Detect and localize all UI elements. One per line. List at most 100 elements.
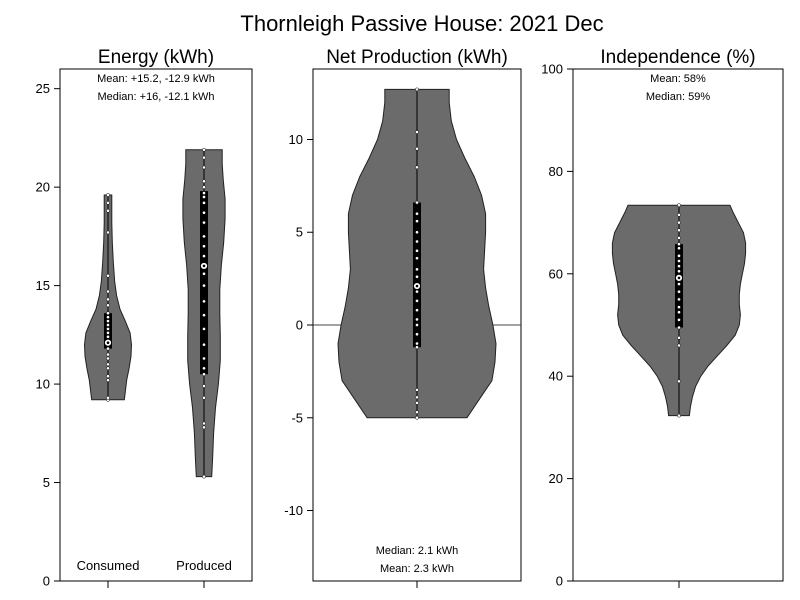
- median-dot-independence: [677, 276, 681, 280]
- plot-frame-independence: [572, 68, 784, 582]
- y-tick-label: 10: [36, 377, 50, 392]
- data-point: [202, 396, 206, 400]
- data-point: [415, 130, 419, 134]
- data-point: [415, 395, 419, 400]
- data-point: [415, 230, 419, 235]
- data-point: [202, 244, 206, 249]
- data-point: [677, 203, 681, 208]
- data-point: [106, 334, 110, 339]
- median-dot-produced: [202, 264, 206, 268]
- data-point: [415, 165, 419, 170]
- data-point: [202, 201, 206, 205]
- data-point: [415, 410, 419, 415]
- data-point: [677, 246, 681, 251]
- data-point: [415, 341, 419, 346]
- data-point: [415, 332, 419, 337]
- data-point: [415, 248, 419, 253]
- data-point: [415, 87, 419, 92]
- data-point: [106, 201, 110, 205]
- panel-title-net-production: Net Production (kWh): [326, 47, 508, 68]
- y-tick-label: 60: [549, 266, 563, 281]
- data-point: [415, 146, 419, 151]
- panel-title-energy: Energy (kWh): [98, 47, 214, 68]
- data-point: [677, 259, 681, 263]
- data-point: [106, 331, 110, 335]
- data-point: [202, 366, 206, 371]
- data-point: [106, 289, 110, 294]
- data-point: [202, 147, 206, 152]
- iqr-box-produced: [200, 191, 208, 375]
- note-mean-net-production: Mean: 2.3 kWh: [380, 563, 454, 575]
- data-point: [415, 345, 419, 350]
- data-point: [415, 415, 419, 420]
- data-point: [415, 239, 419, 244]
- y-tick-label: 100: [541, 62, 563, 77]
- data-point: [677, 305, 681, 309]
- data-point: [415, 401, 419, 405]
- data-point: [415, 211, 419, 216]
- data-point: [202, 327, 206, 331]
- data-point: [106, 208, 110, 213]
- data-point: [106, 346, 110, 351]
- data-point: [202, 283, 206, 288]
- y-tick-label: 0: [43, 574, 50, 589]
- note-mean-energy: Mean: +15.2, -12.9 kWh: [97, 73, 215, 85]
- violin-marks-net-production: [313, 87, 521, 420]
- data-point: [202, 372, 206, 377]
- data-point: [677, 242, 681, 246]
- data-point: [202, 234, 206, 239]
- data-point: [202, 155, 206, 160]
- y-tick-label: -5: [291, 410, 303, 425]
- data-point: [106, 311, 110, 316]
- y-tick-label: 0: [556, 574, 563, 589]
- y-tick-label: 25: [36, 81, 50, 96]
- data-point: [677, 228, 681, 233]
- data-point: [415, 200, 419, 205]
- data-point: [106, 396, 110, 400]
- median-dot-net-production: [415, 284, 419, 288]
- data-point: [202, 179, 206, 184]
- data-point: [106, 356, 110, 361]
- data-point: [202, 474, 206, 479]
- data-point: [415, 323, 419, 327]
- data-point: [415, 256, 419, 261]
- median-dot-consumed: [106, 341, 110, 345]
- data-point: [415, 267, 419, 272]
- panel-net-production: Net Production (kWh) -10 -5 0 5 10 Median: 2…: [284, 47, 522, 588]
- data-point: [202, 165, 206, 170]
- data-point: [106, 323, 110, 327]
- data-point: [202, 195, 206, 199]
- data-point: [415, 289, 419, 294]
- y-tick-label: 20: [36, 180, 50, 195]
- y-tick-label: 20: [549, 471, 563, 486]
- plot-frame-energy: [59, 68, 253, 582]
- data-point: [106, 230, 110, 235]
- data-point: [677, 297, 681, 302]
- y-tick-label: -10: [284, 503, 303, 518]
- y-tick-label: 40: [549, 369, 563, 384]
- data-point: [202, 254, 206, 258]
- data-point: [677, 269, 681, 274]
- data-point: [677, 335, 681, 340]
- data-point: [677, 413, 681, 418]
- data-point: [106, 273, 110, 278]
- y-tick-label: 0: [296, 318, 303, 333]
- data-point: [202, 313, 206, 318]
- data-point: [202, 271, 206, 276]
- data-point: [106, 362, 110, 367]
- violin-marks-energy: [83, 147, 226, 479]
- data-point: [106, 315, 110, 319]
- data-point: [677, 264, 681, 268]
- iqr-box-consumed: [104, 313, 112, 349]
- violin-marks-independence: [611, 203, 747, 418]
- data-point: [106, 374, 110, 379]
- y-axis-net-production: -10 -5 0 5 10: [284, 132, 418, 588]
- data-point: [415, 299, 419, 303]
- data-point: [677, 325, 681, 330]
- data-point: [415, 274, 419, 279]
- note-median-independence: Median: 59%: [646, 91, 710, 103]
- y-axis-independence: 0 20 40 60 80 100: [541, 62, 680, 589]
- data-point: [202, 342, 206, 347]
